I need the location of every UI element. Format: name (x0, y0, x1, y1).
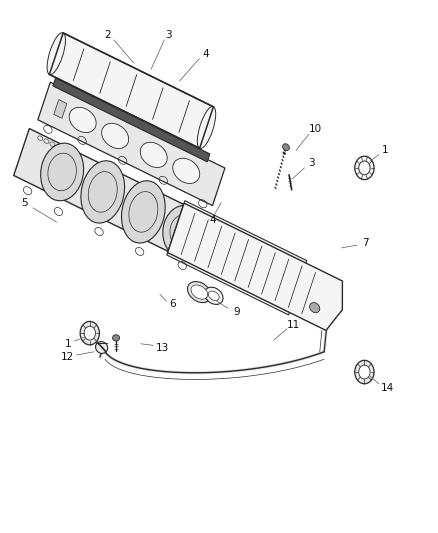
Polygon shape (54, 100, 67, 118)
Text: 3: 3 (307, 158, 314, 167)
Polygon shape (14, 128, 240, 279)
Ellipse shape (188, 227, 220, 257)
Text: 1: 1 (64, 339, 71, 349)
Text: 14: 14 (381, 383, 394, 393)
Ellipse shape (163, 205, 205, 259)
Ellipse shape (205, 287, 223, 304)
Ellipse shape (121, 181, 165, 243)
Text: 5: 5 (21, 198, 28, 207)
Ellipse shape (208, 291, 219, 301)
Ellipse shape (113, 335, 120, 341)
Ellipse shape (140, 142, 167, 167)
Polygon shape (167, 201, 307, 315)
Text: 3: 3 (165, 30, 172, 39)
Ellipse shape (355, 156, 374, 180)
Text: 2: 2 (104, 30, 111, 39)
Ellipse shape (355, 360, 374, 384)
Text: 11: 11 (287, 320, 300, 330)
Polygon shape (38, 82, 225, 206)
Ellipse shape (198, 107, 216, 149)
Ellipse shape (80, 321, 99, 345)
Ellipse shape (359, 161, 370, 175)
Ellipse shape (217, 241, 249, 271)
Ellipse shape (81, 161, 124, 223)
Ellipse shape (310, 303, 320, 313)
Ellipse shape (41, 143, 84, 201)
Ellipse shape (187, 281, 211, 303)
Ellipse shape (69, 107, 96, 133)
Ellipse shape (102, 123, 129, 149)
Ellipse shape (95, 342, 108, 353)
Polygon shape (49, 33, 213, 148)
Ellipse shape (47, 33, 65, 75)
Ellipse shape (173, 158, 200, 183)
Text: 6: 6 (170, 299, 177, 309)
Polygon shape (53, 78, 210, 162)
Text: 13: 13 (155, 343, 169, 352)
Ellipse shape (283, 144, 290, 150)
Text: 4: 4 (202, 50, 209, 59)
Text: 4: 4 (209, 215, 216, 225)
Ellipse shape (191, 285, 208, 299)
Ellipse shape (84, 326, 95, 340)
Ellipse shape (359, 365, 370, 379)
Text: 12: 12 (61, 352, 74, 362)
Text: 1: 1 (382, 146, 389, 155)
Text: 9: 9 (233, 307, 240, 317)
Polygon shape (168, 203, 343, 330)
Ellipse shape (249, 257, 281, 287)
Text: 7: 7 (362, 238, 369, 247)
Text: 10: 10 (309, 124, 322, 134)
